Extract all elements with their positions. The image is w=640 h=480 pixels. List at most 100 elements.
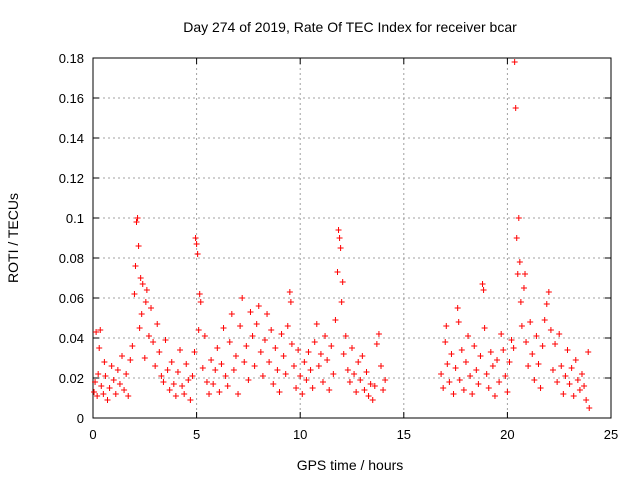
data-point: [527, 319, 534, 325]
data-point: [491, 393, 498, 399]
data-point: [378, 363, 385, 369]
data-point: [502, 373, 509, 379]
data-point: [301, 359, 308, 365]
data-point: [547, 327, 554, 333]
data-point: [282, 371, 289, 377]
data-point: [239, 295, 246, 301]
data-point: [382, 377, 389, 383]
data-point: [168, 359, 175, 365]
data-point: [518, 323, 525, 329]
data-point: [338, 299, 345, 305]
data-point: [512, 105, 519, 111]
data-point: [572, 357, 579, 363]
data-point: [195, 327, 202, 333]
data-point: [500, 347, 507, 353]
data-point: [313, 321, 320, 327]
data-point: [172, 393, 179, 399]
data-point: [369, 397, 376, 403]
x-tick-label: 10: [293, 427, 307, 442]
data-point: [290, 363, 297, 369]
data-point: [112, 391, 119, 397]
data-point: [272, 345, 279, 351]
data-point: [517, 299, 524, 305]
data-point: [125, 393, 132, 399]
data-point: [543, 301, 550, 307]
data-point: [208, 357, 215, 363]
data-point: [340, 351, 347, 357]
x-tick-label: 5: [193, 427, 200, 442]
data-point: [255, 303, 262, 309]
data-point: [515, 215, 522, 221]
data-point: [586, 405, 593, 411]
data-point: [440, 385, 447, 391]
data-point: [342, 333, 349, 339]
data-point: [261, 337, 268, 343]
data-point: [266, 359, 273, 365]
data-point: [552, 341, 559, 347]
data-point: [143, 287, 150, 293]
data-point: [132, 263, 139, 269]
data-point: [92, 379, 99, 385]
data-point: [475, 381, 482, 387]
data-point: [101, 359, 108, 365]
x-tick-label: 15: [397, 427, 411, 442]
data-point: [462, 359, 469, 365]
data-point: [137, 275, 144, 281]
data-point: [309, 385, 316, 391]
data-point: [332, 317, 339, 323]
data-point: [212, 367, 219, 373]
data-point: [264, 311, 271, 317]
data-point: [446, 379, 453, 385]
data-point: [247, 309, 254, 315]
data-point: [487, 349, 494, 355]
data-point: [562, 373, 569, 379]
data-point: [545, 289, 552, 295]
data-point: [523, 339, 530, 345]
data-point: [448, 351, 455, 357]
data-point: [110, 377, 117, 383]
x-tick-label: 0: [89, 427, 96, 442]
data-point: [145, 333, 152, 339]
data-point: [583, 397, 590, 403]
data-point: [473, 367, 480, 373]
data-point: [336, 235, 343, 241]
data-point: [558, 363, 565, 369]
data-point: [141, 355, 148, 361]
data-point: [245, 377, 252, 383]
data-point: [293, 385, 300, 391]
data-point: [365, 393, 372, 399]
data-point: [288, 341, 295, 347]
data-point: [339, 279, 346, 285]
x-tick-label: 25: [604, 427, 618, 442]
data-point: [375, 331, 382, 337]
data-points: [91, 59, 593, 411]
data-point: [232, 353, 239, 359]
data-point: [508, 337, 515, 343]
data-point: [134, 215, 141, 221]
data-point: [522, 271, 529, 277]
data-point: [455, 319, 462, 325]
data-point: [525, 363, 532, 369]
data-point: [554, 379, 561, 385]
data-point: [206, 391, 213, 397]
data-point: [150, 339, 157, 345]
data-point: [241, 359, 248, 365]
data-point: [170, 381, 177, 387]
data-point: [549, 367, 556, 373]
data-point: [467, 373, 474, 379]
data-point: [328, 343, 335, 349]
data-point: [335, 227, 342, 233]
data-point: [367, 381, 374, 387]
data-point: [235, 391, 242, 397]
data-point: [568, 365, 575, 371]
data-point: [194, 251, 201, 257]
data-point: [280, 353, 287, 359]
data-point: [100, 391, 107, 397]
data-point: [535, 361, 542, 367]
data-point: [189, 373, 196, 379]
data-point: [506, 359, 513, 365]
data-point: [181, 391, 188, 397]
data-point: [351, 371, 358, 377]
data-point: [578, 371, 585, 377]
